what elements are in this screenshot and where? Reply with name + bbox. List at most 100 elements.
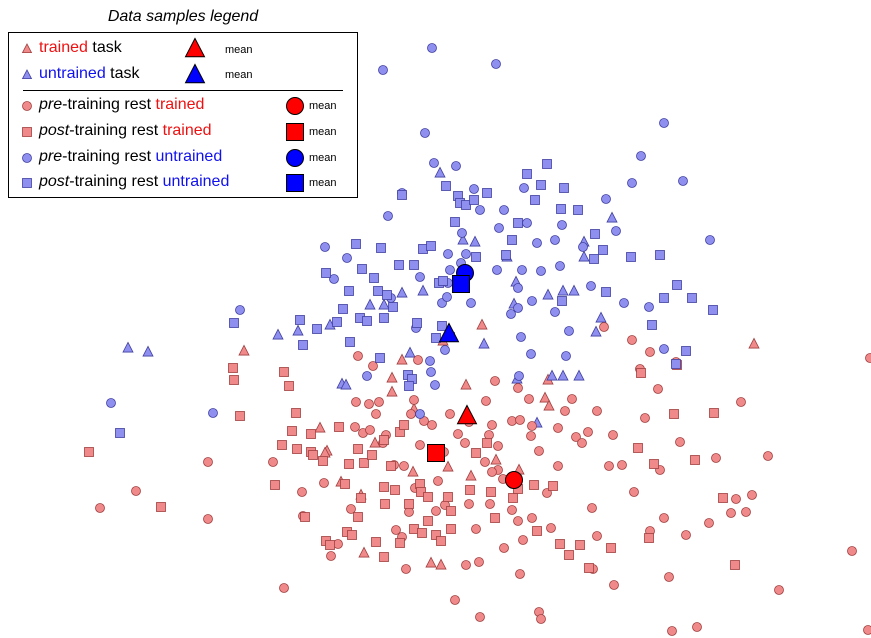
data-point-pre-training-rest-untrained [440, 345, 450, 355]
data-point-post-training-rest-trained [371, 537, 381, 547]
data-point-untrained-task [378, 298, 390, 310]
data-point-post-training-rest-trained [291, 408, 301, 418]
data-point-pre-training-rest-trained [629, 487, 639, 497]
legend-mean-label-untrained-task: mean [225, 69, 253, 81]
data-point-pre-training-rest-trained [131, 486, 141, 496]
data-point-pre-training-rest-trained [515, 415, 525, 425]
data-point-pre-training-rest-untrained [329, 274, 339, 284]
data-point-untrained-task [457, 233, 469, 245]
data-point-pre-training-rest-untrained [557, 220, 567, 230]
data-point-post-training-rest-trained [709, 408, 719, 418]
data-point-pre-training-rest-untrained [516, 332, 526, 342]
data-point-pre-training-rest-trained [364, 399, 374, 409]
data-point-pre-training-rest-trained [546, 523, 556, 533]
data-point-untrained-task [292, 324, 304, 336]
data-point-post-training-rest-untrained [556, 204, 566, 214]
data-point-pre-training-rest-trained [481, 396, 491, 406]
data-point-post-training-rest-trained [318, 456, 328, 466]
data-point-post-training-rest-trained [84, 447, 94, 457]
data-point-pre-training-rest-trained [527, 513, 537, 523]
data-point-pre-training-rest-trained [415, 440, 425, 450]
data-point-pre-training-rest-trained [326, 551, 336, 561]
data-point-post-training-rest-untrained [229, 318, 239, 328]
data-point-trained-task [490, 453, 502, 465]
data-point-post-training-rest-trained [416, 487, 426, 497]
data-point-post-training-rest-trained [465, 485, 475, 495]
mean-marker-untrained-task-mean [438, 322, 460, 343]
data-point-pre-training-rest-trained [847, 546, 857, 556]
data-point-untrained-task [340, 378, 352, 390]
data-point-post-training-rest-trained [308, 450, 318, 460]
data-point-pre-training-rest-untrained [415, 409, 425, 419]
data-point-post-training-rest-trained [390, 485, 400, 495]
data-point-pre-training-rest-trained [433, 476, 443, 486]
legend-label-post-trained: post-training rest trained [39, 122, 212, 139]
data-point-untrained-task [434, 166, 446, 178]
data-point-untrained-task [557, 284, 569, 296]
data-point-post-training-rest-trained [379, 552, 389, 562]
data-point-post-training-rest-untrained [344, 286, 354, 296]
data-point-untrained-task [469, 235, 481, 247]
data-point-post-training-rest-trained [300, 512, 310, 522]
data-point-post-training-rest-trained [399, 420, 409, 430]
data-point-untrained-task [542, 288, 554, 300]
data-point-pre-training-rest-trained [461, 560, 471, 570]
data-point-post-training-rest-untrained [513, 218, 523, 228]
data-point-post-training-rest-untrained [461, 200, 471, 210]
legend-mean-marker-2 [286, 97, 304, 115]
data-point-post-training-rest-trained [379, 482, 389, 492]
data-point-pre-training-rest-trained [667, 626, 677, 636]
data-point-post-training-rest-trained [306, 429, 316, 439]
data-point-pre-training-rest-trained [865, 353, 871, 363]
legend-mean-label-pre-untrained: mean [309, 152, 337, 164]
data-point-post-training-rest-untrained [369, 273, 379, 283]
data-point-pre-training-rest-untrained [442, 292, 452, 302]
data-point-pre-training-rest-untrained [320, 242, 330, 252]
data-point-pre-training-rest-trained [427, 420, 437, 430]
data-point-pre-training-rest-untrained [586, 281, 596, 291]
data-point-post-training-rest-trained [423, 516, 433, 526]
data-point-pre-training-rest-trained [736, 397, 746, 407]
data-point-post-training-rest-trained [279, 367, 289, 377]
data-point-trained-task [442, 460, 454, 472]
data-point-post-training-rest-trained [490, 513, 500, 523]
data-point-post-training-rest-trained [532, 526, 542, 536]
data-point-post-training-rest-trained [431, 530, 441, 540]
data-point-post-training-rest-trained [340, 479, 350, 489]
data-point-pre-training-rest-untrained [550, 307, 560, 317]
data-point-pre-training-rest-untrained [420, 128, 430, 138]
data-point-pre-training-rest-trained [493, 441, 503, 451]
legend-title: Data samples legend [107, 8, 259, 25]
data-point-pre-training-rest-untrained [475, 205, 485, 215]
data-point-post-training-rest-untrained [482, 188, 492, 198]
data-point-pre-training-rest-trained [711, 453, 721, 463]
data-point-pre-training-rest-trained [726, 508, 736, 518]
data-point-pre-training-rest-untrained [659, 118, 669, 128]
data-point-post-training-rest-untrained [312, 324, 322, 334]
data-point-pre-training-rest-trained [747, 490, 757, 500]
data-point-post-training-rest-trained [353, 444, 363, 454]
data-point-post-training-rest-untrained [345, 337, 355, 347]
data-point-pre-training-rest-trained [319, 478, 329, 488]
data-point-pre-training-rest-trained [95, 503, 105, 513]
data-point-pre-training-rest-trained [485, 499, 495, 509]
data-point-pre-training-rest-trained [471, 524, 481, 534]
data-point-post-training-rest-untrained [598, 245, 608, 255]
data-point-untrained-task [557, 369, 569, 381]
data-point-pre-training-rest-untrained [466, 298, 476, 308]
data-point-pre-training-rest-trained [474, 557, 484, 567]
data-point-trained-task [396, 353, 408, 365]
data-point-pre-training-rest-trained [553, 461, 563, 471]
data-point-pre-training-rest-trained [592, 406, 602, 416]
data-point-pre-training-rest-trained [692, 622, 702, 632]
data-point-trained-task [465, 469, 477, 481]
data-point-pre-training-rest-trained [453, 429, 463, 439]
data-point-post-training-rest-untrained [426, 241, 436, 251]
data-point-pre-training-rest-untrained [527, 296, 537, 306]
data-point-trained-task [435, 558, 447, 570]
data-point-post-training-rest-trained [584, 563, 594, 573]
data-point-trained-task [358, 546, 370, 558]
data-point-post-training-rest-untrained [708, 305, 718, 315]
data-point-pre-training-rest-untrained [513, 283, 523, 293]
data-point-post-training-rest-untrained [672, 280, 682, 290]
